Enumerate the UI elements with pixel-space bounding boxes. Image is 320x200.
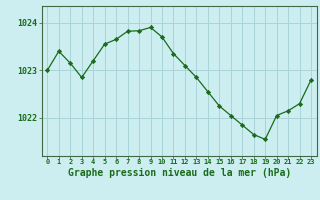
X-axis label: Graphe pression niveau de la mer (hPa): Graphe pression niveau de la mer (hPa) (68, 168, 291, 178)
